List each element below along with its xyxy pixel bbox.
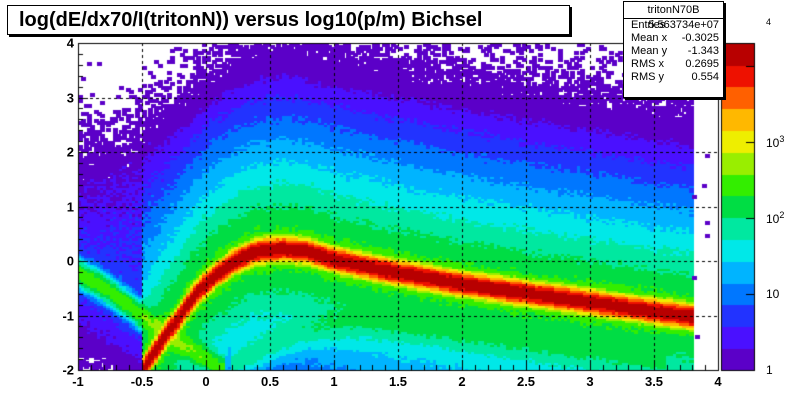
y-tick-label: 3 <box>66 90 74 105</box>
z-tick-exponent: 2 <box>779 209 785 220</box>
stats-label: Mean x <box>631 32 668 44</box>
y-tick-label: 0 <box>66 253 74 269</box>
stats-value: 0.554 <box>691 71 719 83</box>
x-tick-label: 3 <box>586 374 594 389</box>
z-tick-exponent: 4 <box>766 16 772 27</box>
x-tick-label: 0 <box>202 374 210 389</box>
stats-row: RMS x 0.2695 <box>624 58 723 71</box>
x-tick-label: 0.5 <box>260 374 280 389</box>
x-tick-label: 2.5 <box>516 374 536 389</box>
x-tick-label: 1 <box>330 374 338 389</box>
stats-value: -0.3025 <box>681 32 719 44</box>
y-tick-label: 1 <box>66 199 74 214</box>
z-tick-label: 10 <box>766 286 780 301</box>
x-tick-label: 3.5 <box>644 374 664 389</box>
x-tick-label: 2 <box>458 374 466 389</box>
x-tick-label: 4 <box>714 374 722 389</box>
stats-value: 5.563734e+07 <box>648 19 719 31</box>
stats-label: RMS x <box>631 58 664 70</box>
stats-label: Mean y <box>631 45 668 57</box>
stats-row: Mean y -1.343 <box>624 45 723 58</box>
stats-box: tritonN70B Entries 5.563734e+07 Mean x -… <box>623 1 724 98</box>
x-tick-label: -1 <box>72 374 84 389</box>
stats-value: -1.343 <box>687 45 719 57</box>
z-tick-label: 4 <box>766 17 771 33</box>
x-tick-label: -0.5 <box>130 374 154 389</box>
stats-row: Entries 5.563734e+07 <box>624 19 723 32</box>
stats-label: RMS y <box>631 71 664 83</box>
stats-row: Mean x -0.3025 <box>624 32 723 45</box>
chart-title: log(dE/dx70/I(tritonN)) versus log10(p/m… <box>19 9 483 31</box>
stats-value: 0.2695 <box>685 58 719 70</box>
chart-title-box: log(dE/dx70/I(tritonN)) versus log10(p/m… <box>7 5 570 35</box>
z-tick-label: 102 <box>766 209 785 226</box>
z-tick-label: 1 <box>766 363 773 377</box>
y-tick-label: 2 <box>66 144 74 160</box>
z-tick-label: 103 <box>766 133 785 150</box>
stats-row: RMS y 0.554 <box>624 71 723 84</box>
z-tick-exponent: 3 <box>779 133 785 144</box>
y-tick-label: -2 <box>62 362 74 378</box>
stats-name: tritonN70B <box>624 2 723 19</box>
stats-label: Entries <box>631 19 666 31</box>
y-tick-label: -1 <box>62 308 74 323</box>
x-tick-label: 1.5 <box>388 374 408 389</box>
y-tick-label: 4 <box>66 35 74 51</box>
